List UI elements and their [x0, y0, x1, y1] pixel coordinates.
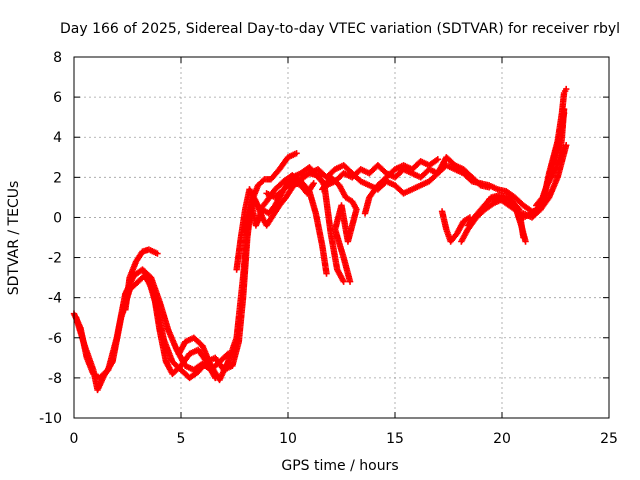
data-point-marker: [293, 150, 300, 157]
series-9: [306, 154, 493, 197]
y-tick-label: 6: [53, 90, 62, 106]
series-6: [233, 170, 347, 285]
x-tick-label: 20: [493, 431, 511, 447]
y-tick-label: -2: [48, 251, 62, 267]
grid: [74, 57, 609, 418]
data-point-marker: [323, 270, 330, 277]
series-14: [464, 192, 529, 245]
data-point-marker: [154, 250, 161, 257]
y-tick-label: -6: [48, 331, 62, 347]
series-12: [438, 208, 474, 245]
y-tick-label: 4: [53, 130, 62, 146]
y-tick-label: -8: [48, 371, 62, 387]
series-4: [141, 150, 300, 382]
y-tick-label: 8: [53, 50, 62, 66]
data-point-marker: [340, 278, 347, 285]
series-11: [319, 174, 360, 285]
data-point-marker: [346, 278, 354, 285]
y-tick-label: 0: [53, 210, 62, 226]
series-3: [122, 246, 161, 313]
series-8: [263, 142, 570, 215]
chart-title: Day 166 of 2025, Sidereal Day-to-day VTE…: [60, 21, 620, 37]
x-tick-label: 5: [177, 431, 186, 447]
data-point-marker: [310, 180, 317, 187]
axis-ticks: 0 5 10 15 20 25 -10 -8 -6 -4 -2 0 2 4 6 8: [39, 50, 618, 447]
data-point-marker: [560, 105, 568, 113]
data-markers: [70, 85, 570, 394]
x-tick-label: 25: [600, 431, 618, 447]
y-tick-label: -10: [39, 411, 62, 427]
data-point-marker: [485, 184, 493, 191]
series-10: [361, 156, 441, 217]
y-axis-label: SDTVAR / TECUs: [6, 181, 22, 296]
data-point-marker: [434, 156, 441, 163]
x-tick-label: 15: [386, 431, 404, 447]
x-axis-label: GPS time / hours: [281, 458, 398, 474]
plot-frame: [73, 56, 610, 419]
data-point-marker: [563, 85, 570, 93]
x-tick-label: 10: [279, 431, 297, 447]
x-tick-label: 0: [70, 431, 79, 447]
series-17: [533, 105, 568, 209]
y-tick-label: 2: [53, 170, 62, 186]
y-tick-label: -4: [48, 291, 62, 307]
data-point-marker: [522, 238, 529, 245]
